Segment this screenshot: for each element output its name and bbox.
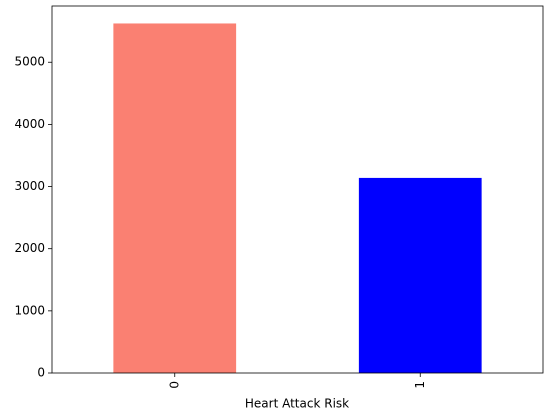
y-tick-label: 2000 bbox=[14, 241, 45, 255]
bar bbox=[358, 177, 482, 373]
x-axis-label: Heart Attack Risk bbox=[245, 397, 349, 411]
y-tick-label: 3000 bbox=[14, 179, 45, 193]
plot-frame bbox=[51, 5, 544, 374]
x-tick-label: 1 bbox=[413, 381, 427, 389]
x-tick-label: 0 bbox=[167, 381, 181, 389]
bar bbox=[113, 23, 237, 373]
y-tick-label: 4000 bbox=[14, 117, 45, 131]
y-tick-label: 1000 bbox=[14, 303, 45, 317]
y-tick-label: 5000 bbox=[14, 55, 45, 69]
y-tick-label: 0 bbox=[37, 366, 45, 380]
